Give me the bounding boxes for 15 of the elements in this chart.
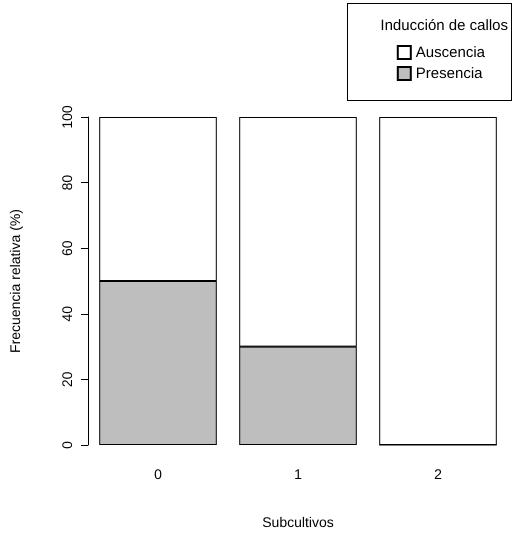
y-tick-label: 40 — [59, 306, 75, 322]
y-tick-label: 80 — [59, 174, 75, 190]
y-tick-label: 20 — [59, 371, 75, 388]
x-tick-label: 0 — [154, 466, 162, 482]
y-tick-label: 100 — [59, 105, 75, 129]
legend-title: Inducción de callos — [380, 17, 508, 34]
y-tick-label: 0 — [59, 440, 75, 449]
y-tick-label: 60 — [59, 240, 75, 256]
y-axis-title: Frecuencia relativa (%) — [7, 209, 23, 353]
legend-label: Presencia — [416, 65, 484, 82]
x-axis-title: Subcultivos — [262, 514, 334, 530]
legend-label: Auscencia — [416, 44, 486, 61]
x-tick-label: 1 — [294, 466, 302, 482]
bar — [379, 117, 497, 445]
x-tick-label: 2 — [434, 466, 442, 482]
